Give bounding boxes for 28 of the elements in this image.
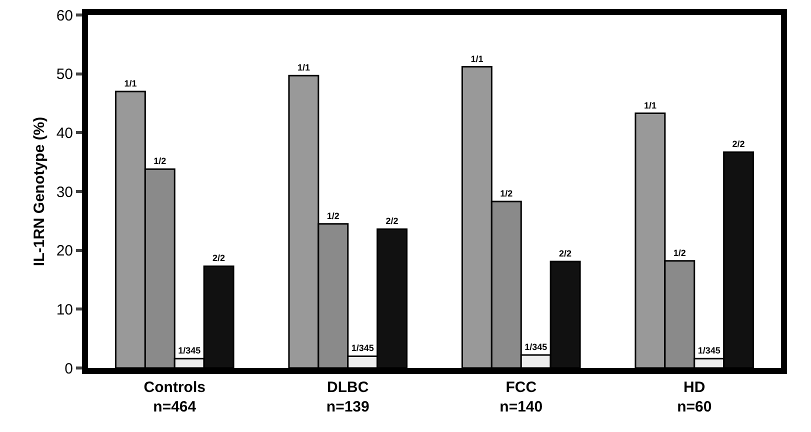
x-tick-label: FCC n=140: [500, 379, 543, 416]
text: 2/2: [386, 216, 398, 226]
y-axis-title: IL-1RN Genotype (%): [31, 116, 48, 266]
series-label: 1/1: [470, 54, 484, 64]
text: 2/2: [732, 139, 745, 150]
y-tick-label: 20: [56, 242, 73, 260]
x-tick-label: HD n=60: [677, 379, 712, 416]
y-tick-label: 10: [56, 301, 73, 318]
text: 1/345: [698, 346, 720, 356]
y-tick-label: 50: [56, 66, 73, 84]
series-label: 1/2: [154, 156, 166, 166]
y-tick-label: 60: [56, 7, 73, 24]
text: 1/345: [351, 343, 374, 354]
text: 1/1: [297, 62, 310, 73]
text: 1/2: [500, 188, 513, 198]
text: 2/2: [559, 248, 572, 259]
text: 1/1: [644, 100, 656, 110]
text: 1/2: [673, 248, 686, 258]
text: 1/1: [124, 78, 137, 88]
y-tick-label: 30: [56, 184, 73, 201]
y-tick-label: 0: [64, 360, 73, 378]
text: 1/2: [326, 210, 340, 221]
series-label: 2/2: [212, 253, 226, 264]
x-tick-label: Controls n=464: [144, 379, 206, 416]
x-tick-label: DLBC n=139: [326, 379, 370, 416]
text: 1/345: [524, 342, 548, 352]
y-tick-label: 40: [56, 124, 73, 142]
series-label: 1/345: [178, 346, 201, 356]
